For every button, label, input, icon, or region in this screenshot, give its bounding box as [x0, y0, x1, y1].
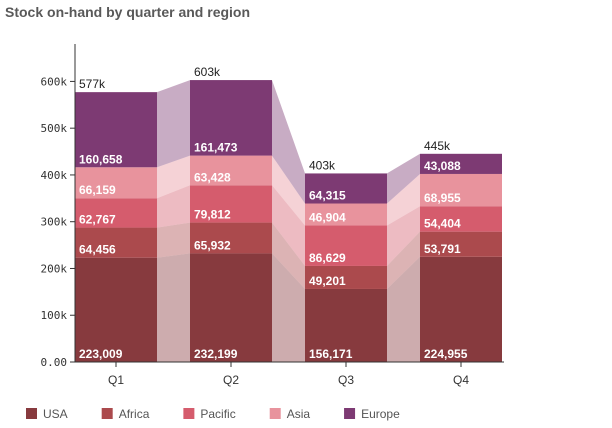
bar-segment-pacific-q1 — [75, 198, 157, 228]
bar-segment-asia-q1 — [75, 167, 157, 199]
x-tick-label-q1: Q1 — [108, 373, 124, 387]
data-label-europe-q4: 43,088 — [424, 159, 461, 173]
band-pacific-q1-q2 — [157, 185, 190, 228]
legend-swatch-africa — [101, 408, 113, 419]
band-usa-q2-q3 — [272, 253, 305, 362]
band-asia-q2-q3 — [272, 155, 305, 226]
band-pacific-q3-q4 — [387, 206, 420, 266]
data-label-usa-q1: 223,009 — [79, 347, 123, 361]
legend-label-africa: Africa — [119, 407, 150, 421]
y-tick-label: 600k — [41, 75, 68, 88]
bar-segment-europe-q4 — [420, 153, 502, 174]
legend-label-pacific: Pacific — [200, 407, 235, 421]
x-tick-label-q4: Q4 — [453, 373, 469, 387]
data-label-asia-q2: 63,428 — [194, 170, 231, 184]
band-asia-q3-q4 — [387, 173, 420, 226]
x-tick-label-q2: Q2 — [223, 373, 239, 387]
band-africa-q3-q4 — [387, 231, 420, 289]
data-label-europe-q1: 160,658 — [79, 152, 123, 166]
legend-swatch-asia — [269, 408, 281, 419]
data-label-asia-q4: 68,955 — [424, 191, 461, 205]
bar-segment-pacific-q2 — [190, 185, 272, 223]
y-tick-label: 300k — [41, 216, 68, 229]
band-europe-q1-q2 — [157, 80, 190, 168]
bar-segment-asia-q4 — [420, 173, 502, 207]
bar-segment-africa-q3 — [305, 265, 387, 289]
band-usa-q3-q4 — [387, 256, 420, 362]
legend-swatch-europe — [344, 408, 356, 419]
bar-segment-usa-q2 — [190, 253, 272, 362]
band-usa-q1-q2 — [157, 253, 190, 362]
data-label-pacific-q3: 86,629 — [309, 251, 346, 265]
total-label-q3: 403k — [309, 158, 336, 172]
data-label-europe-q2: 161,473 — [194, 141, 238, 155]
band-europe-q2-q3 — [272, 80, 305, 204]
legend-label-usa: USA — [43, 407, 68, 421]
bar-segment-africa-q1 — [75, 227, 157, 258]
bar-segment-africa-q2 — [190, 222, 272, 254]
bar-segment-pacific-q3 — [305, 225, 387, 266]
legend-label-europe: Europe — [361, 407, 400, 421]
data-label-asia-q1: 66,159 — [79, 183, 116, 197]
connector-bands — [157, 80, 420, 362]
y-axis: 0.00 100k 200k 300k 400k 500k 600k — [41, 44, 76, 369]
bar-segment-europe-q1 — [75, 92, 157, 168]
total-label-q1: 577k — [79, 77, 106, 91]
bar-segment-usa-q4 — [420, 256, 502, 362]
data-label-europe-q3: 64,315 — [309, 189, 346, 203]
y-tick-label: 200k — [41, 262, 68, 275]
y-tick-label: 0.00 — [41, 356, 68, 369]
bar-segment-europe-q3 — [305, 173, 387, 204]
data-label-africa-q2: 65,932 — [194, 238, 231, 252]
band-africa-q2-q3 — [272, 222, 305, 289]
x-tick-label-q3: Q3 — [338, 373, 354, 387]
legend-swatch-usa — [26, 408, 37, 419]
band-europe-q3-q4 — [387, 153, 420, 204]
data-label-africa-q3: 49,201 — [309, 274, 346, 288]
y-tick-label: 400k — [41, 169, 68, 182]
data-label-usa-q4: 224,955 — [424, 347, 468, 361]
bar-segment-asia-q2 — [190, 155, 272, 186]
total-label-q4: 445k — [424, 139, 451, 153]
chart-title: Stock on-hand by quarter and region — [5, 4, 251, 20]
bar-segment-usa-q3 — [305, 288, 387, 362]
data-label-usa-q3: 156,171 — [309, 347, 353, 361]
legend: USA Africa Pacific Asia Europe — [26, 407, 400, 421]
bar-segment-pacific-q4 — [420, 206, 502, 232]
y-tick-label: 500k — [41, 122, 68, 135]
data-label-africa-q1: 64,456 — [79, 243, 116, 257]
data-label-pacific-q2: 79,812 — [194, 208, 231, 222]
x-axis: Q1 Q2 Q3 Q4 — [75, 361, 504, 387]
data-label-africa-q4: 53,791 — [424, 242, 461, 256]
band-africa-q1-q2 — [157, 222, 190, 258]
data-label-pacific-q1: 62,767 — [79, 213, 116, 227]
total-label-q2: 603k — [194, 65, 221, 79]
data-label-pacific-q4: 54,404 — [424, 217, 461, 231]
bar-segment-africa-q4 — [420, 231, 502, 257]
bars: 223,009 64,456 62,767 66,159 160,658 577k 232,… — [75, 65, 502, 362]
legend-label-asia: Asia — [287, 407, 311, 421]
y-tick-label: 100k — [41, 309, 68, 322]
data-label-usa-q2: 232,199 — [194, 347, 238, 361]
band-pacific-q2-q3 — [272, 185, 305, 266]
bar-segment-europe-q2 — [190, 80, 272, 156]
data-label-asia-q3: 46,904 — [309, 210, 346, 224]
band-asia-q1-q2 — [157, 155, 190, 199]
bar-segment-asia-q3 — [305, 203, 387, 226]
legend-swatch-pacific — [183, 408, 195, 419]
bar-segment-usa-q1 — [75, 257, 157, 362]
